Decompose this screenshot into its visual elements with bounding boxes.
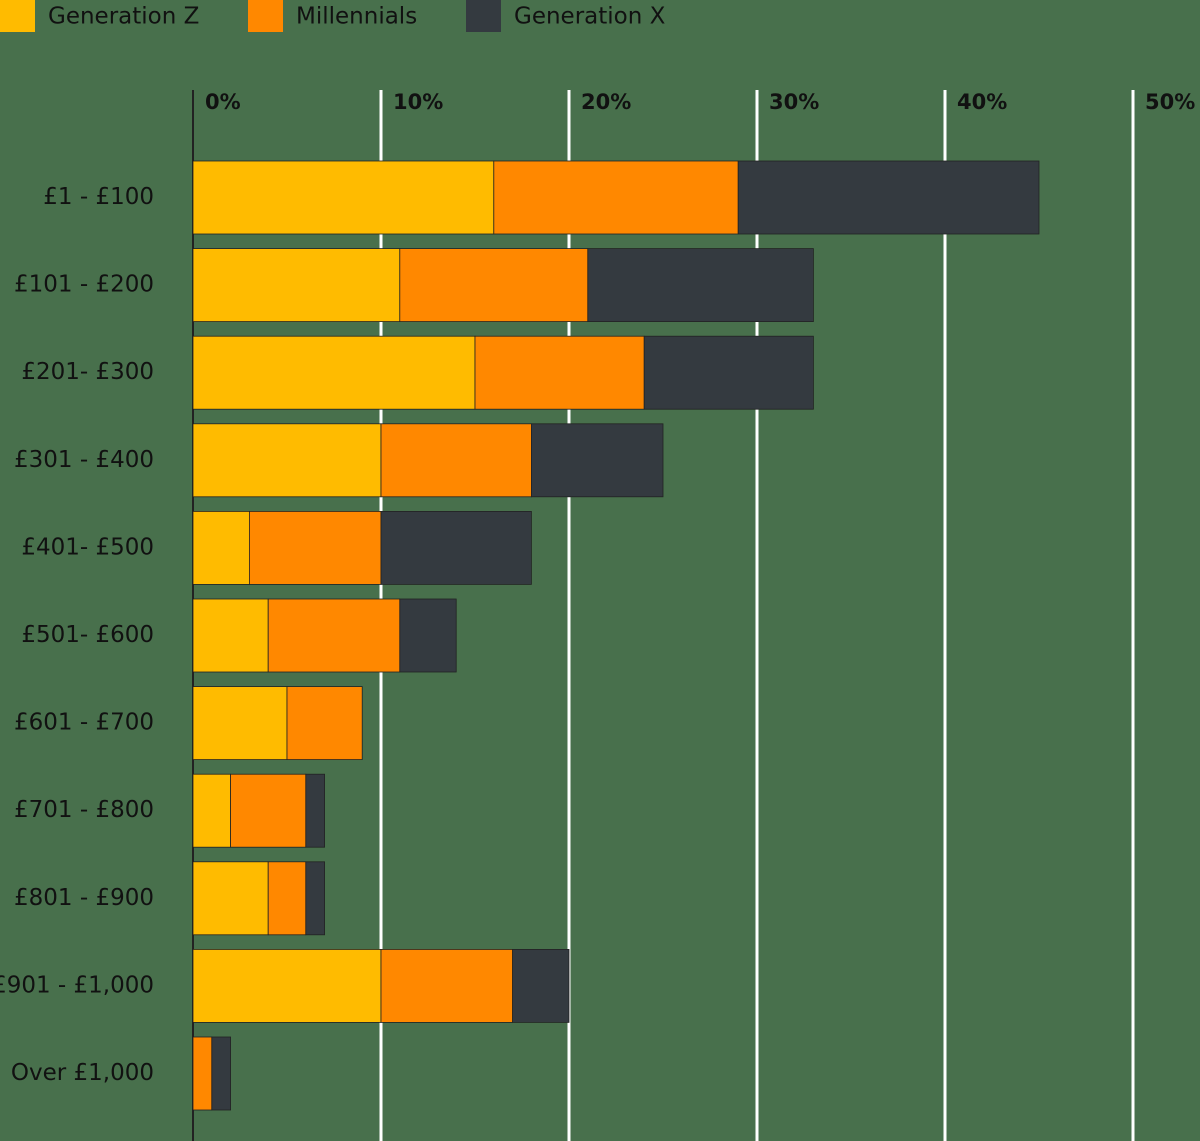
bar-segment — [737, 160, 1040, 235]
legend-label: Generation Z — [48, 4, 199, 30]
legend-label: Generation X — [514, 4, 666, 30]
bar-segment — [192, 248, 401, 323]
bar-segment — [192, 510, 250, 585]
bar-segment — [211, 1036, 232, 1111]
bar-segment — [380, 510, 532, 585]
bar-segment — [248, 510, 382, 585]
legend-swatch — [248, 0, 283, 32]
bar-segment — [192, 1036, 213, 1111]
bar-segment — [531, 423, 664, 498]
y-tick-label: £401- £500 — [21, 534, 154, 560]
bar-segment — [587, 248, 814, 323]
bar-segment — [192, 335, 476, 410]
y-tick-label: £1 - £100 — [43, 184, 154, 210]
bar-segment — [305, 773, 325, 848]
bar-segment — [305, 861, 325, 936]
bar-segment — [267, 861, 307, 936]
bar-segment — [643, 335, 814, 410]
bar-segment — [267, 598, 401, 673]
x-tick-label: 40% — [957, 90, 1007, 114]
bar-segment — [493, 160, 739, 235]
legend-swatch — [0, 0, 35, 32]
y-tick-label: £201- £300 — [21, 359, 154, 385]
bar-segment — [192, 949, 382, 1023]
x-tick-label: 30% — [769, 90, 819, 114]
x-tick-label: 20% — [581, 90, 631, 114]
bar-segment — [380, 423, 532, 498]
bar-segment — [192, 686, 288, 760]
x-tick-label: 50% — [1145, 90, 1195, 114]
x-tick-label: 0% — [205, 90, 241, 114]
bar-segment — [230, 773, 307, 848]
legend-label: Millennials — [296, 4, 417, 30]
bar-segment — [380, 949, 514, 1023]
y-tick-label: £101 - £200 — [14, 272, 154, 298]
legend-swatch — [466, 0, 501, 32]
bar-segment — [192, 423, 382, 498]
bar-segment — [286, 686, 363, 760]
y-tick-label: £301 - £400 — [14, 447, 154, 473]
bar-segment — [192, 160, 495, 235]
x-tick-label: 10% — [393, 90, 443, 114]
bar-segment — [192, 861, 269, 936]
y-tick-label: Over £1,000 — [11, 1060, 154, 1086]
bar-segment — [474, 335, 645, 410]
bar-segment — [192, 598, 269, 673]
bar-segment — [192, 773, 231, 848]
bar-segment — [399, 248, 589, 323]
y-tick-label: £601 - £700 — [14, 710, 154, 736]
y-tick-label: £701 - £800 — [14, 797, 154, 823]
y-tick-label: £501- £600 — [21, 622, 154, 648]
y-tick-label: £801 - £900 — [14, 885, 154, 911]
bar-segment — [512, 949, 570, 1023]
bar-segment — [399, 598, 457, 673]
y-tick-label: £901 - £1,000 — [0, 972, 154, 998]
